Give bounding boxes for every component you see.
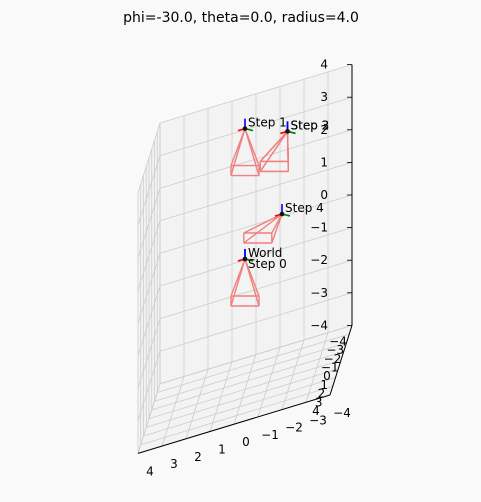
- camera-frustum: [230, 128, 260, 177]
- x-axis-line: [329, 325, 353, 396]
- frustum-edge: [259, 131, 289, 172]
- y-tick-label: 4: [146, 464, 154, 478]
- grid-line: [159, 96, 353, 156]
- x-tick-label: −2: [324, 352, 342, 366]
- z-tick-label: 4: [320, 58, 328, 72]
- x-tick-label: 0: [323, 369, 331, 383]
- grid-line: [137, 122, 161, 193]
- grid-line: [137, 188, 161, 258]
- grid-line: [233, 354, 257, 425]
- frustum-edge: [230, 128, 246, 176]
- frustum-edge: [243, 213, 283, 234]
- z-tick-label: −2: [310, 253, 328, 267]
- x-tick-label: −1: [321, 361, 339, 375]
- grid-line: [146, 368, 339, 428]
- z-tick-label: 1: [320, 155, 328, 169]
- frustum-edge: [259, 130, 289, 162]
- y-tick-label: 2: [194, 450, 202, 464]
- z-tick-label: 3: [320, 90, 328, 104]
- grid-line: [143, 377, 336, 437]
- y-tick-label: −3: [309, 413, 327, 427]
- y-tick-label: 3: [170, 457, 178, 471]
- z-tick-label: −4: [310, 318, 328, 332]
- pose-point: [285, 129, 290, 134]
- grid-line: [159, 162, 353, 222]
- camera-frustum: [243, 213, 283, 244]
- y-tick-label: 1: [218, 443, 226, 457]
- z-tick-label: −1: [310, 221, 328, 235]
- frustum-edge: [230, 258, 246, 307]
- grid-line: [159, 194, 353, 254]
- frustum-edge: [244, 258, 260, 307]
- chart-title: phi=-30.0, theta=0.0, radius=4.0: [123, 10, 359, 26]
- grid-line: [161, 376, 185, 447]
- pose-label: Step 1: [248, 116, 287, 130]
- pose-point: [242, 256, 248, 262]
- x-tick-label: −4: [329, 334, 347, 348]
- grid-lines: [137, 64, 353, 454]
- grid-line: [140, 385, 333, 446]
- frustum-edge: [243, 213, 283, 244]
- y-tick-label: −2: [285, 421, 303, 435]
- z-tick-label: −3: [310, 286, 328, 300]
- pose-label: World: [248, 246, 282, 260]
- pose-label: Step 2: [291, 118, 330, 132]
- pose-label: Step 4: [285, 201, 324, 215]
- grid-line: [209, 361, 233, 432]
- y-axis-line: [137, 394, 331, 454]
- z-tick-label: 2: [320, 123, 328, 137]
- grid-line: [137, 253, 161, 324]
- x-tick-label: 3: [315, 395, 323, 409]
- pose-label: Step 0: [248, 257, 287, 271]
- grid-line: [137, 383, 161, 454]
- frustum-edge: [271, 213, 283, 244]
- grid-line: [185, 369, 209, 439]
- x-tick-label: −3: [326, 343, 344, 357]
- y-tick-label: −4: [333, 406, 351, 420]
- x-tick-label: 2: [318, 387, 326, 401]
- z-tick-label: 0: [320, 188, 328, 202]
- grid-line: [137, 220, 161, 291]
- camera-frustum: [259, 130, 289, 173]
- camera-frustum: [230, 258, 260, 307]
- grid-line: [137, 155, 161, 226]
- y-tick-label: 0: [242, 435, 250, 449]
- x-tick-label: 1: [320, 378, 328, 392]
- pose-point: [279, 211, 285, 217]
- pose-label: Step 3: [291, 118, 330, 132]
- frustum-edge: [244, 128, 260, 176]
- y-tick-label: −1: [261, 428, 279, 442]
- x-tick-label: 4: [312, 404, 320, 418]
- pose-point: [242, 126, 248, 131]
- grid-line: [159, 64, 353, 124]
